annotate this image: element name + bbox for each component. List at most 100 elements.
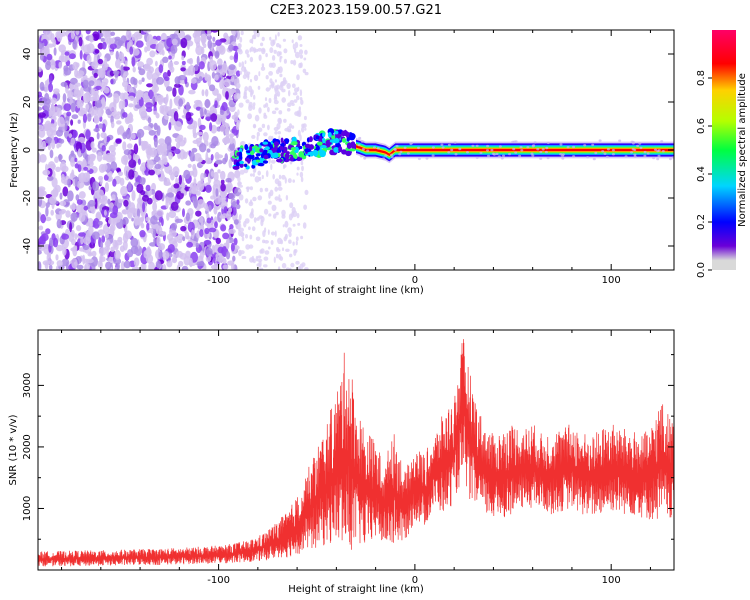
noise-speckle-faint <box>269 84 272 90</box>
noise-speckle-faint <box>237 176 241 183</box>
noise-speckle-faint <box>297 222 301 226</box>
noise-speckle <box>142 194 149 202</box>
noise-speckle <box>150 38 158 45</box>
noise-speckle <box>214 160 223 165</box>
signal-blob <box>335 142 341 148</box>
noise-speckle <box>162 250 170 260</box>
noise-speckle <box>50 103 56 115</box>
noise-speckle <box>195 242 200 248</box>
noise-speckle <box>175 177 179 185</box>
signal-blob <box>320 145 327 149</box>
noise-speckle <box>155 169 161 176</box>
noise-speckle <box>146 159 154 170</box>
noise-speckle <box>69 222 73 233</box>
ridge-halo <box>479 151 483 155</box>
noise-speckle-faint <box>248 101 253 108</box>
noise-speckle-faint <box>264 250 270 255</box>
colorbar-tick-label: 0.4 <box>696 166 707 182</box>
ridge-halo <box>533 141 537 144</box>
ridge-halo <box>519 146 523 149</box>
noise-speckle <box>77 148 81 158</box>
noise-speckle-faint <box>267 200 272 205</box>
noise-speckle <box>228 207 233 213</box>
noise-speckle <box>196 261 205 267</box>
noise-speckle <box>133 215 141 226</box>
noise-speckle-faint <box>281 88 286 93</box>
noise-speckle <box>70 30 75 40</box>
noise-speckle <box>114 36 121 41</box>
noise-speckle <box>198 76 203 82</box>
noise-speckle <box>161 231 167 236</box>
noise-speckle <box>58 153 62 162</box>
noise-speckle <box>205 89 209 97</box>
noise-speckle <box>229 142 235 151</box>
noise-speckle <box>123 154 128 163</box>
ridge-halo <box>532 144 536 147</box>
ridge-halo <box>654 148 657 151</box>
x-tick-label: 100 <box>602 275 621 286</box>
noise-speckle-faint <box>274 34 277 41</box>
noise-speckle <box>64 51 70 56</box>
noise-speckle <box>161 217 164 227</box>
noise-speckle <box>208 227 217 233</box>
ridge-halo <box>656 157 660 161</box>
noise-speckle <box>162 264 167 270</box>
noise-speckle <box>69 204 78 210</box>
noise-speckle <box>138 136 142 147</box>
noise-speckle-faint <box>281 247 285 251</box>
ridge-halo <box>591 143 595 147</box>
noise-speckle-faint <box>300 176 304 183</box>
noise-speckle <box>236 199 240 205</box>
noise-speckle <box>110 78 114 85</box>
noise-speckle-faint <box>254 176 260 183</box>
noise-speckle-faint <box>303 204 307 210</box>
noise-speckle <box>91 31 100 41</box>
noise-speckle <box>140 110 148 121</box>
noise-speckle <box>86 172 91 180</box>
ridge-halo <box>618 139 622 142</box>
spectrogram-frame <box>37 29 675 271</box>
noise-speckle <box>212 36 216 42</box>
noise-speckle <box>107 198 111 205</box>
noise-speckle-faint <box>252 34 256 40</box>
noise-speckle <box>165 93 169 103</box>
noise-speckle <box>226 210 232 221</box>
signal-blob <box>259 148 264 153</box>
noise-speckle <box>41 97 47 104</box>
noise-speckle-faint <box>293 47 297 54</box>
noise-speckle-faint <box>297 86 300 92</box>
noise-speckle-faint <box>294 51 300 59</box>
noise-speckle <box>204 227 210 235</box>
noise-speckle-faint <box>283 164 287 168</box>
noise-speckle-faint <box>289 267 292 270</box>
noise-speckle <box>213 206 218 215</box>
noise-speckle-faint <box>271 204 277 212</box>
ridge-halo <box>454 153 458 156</box>
ridge-halo <box>447 151 451 154</box>
spectrogram-ticks: -100 0 100 -40 -20 0 20 40 <box>22 30 674 286</box>
noise-speckle <box>111 194 116 201</box>
signal-blob <box>316 141 323 146</box>
noise-speckle <box>137 158 141 165</box>
noise-speckle <box>181 55 185 61</box>
ridge-halo <box>539 157 543 160</box>
noise-speckle <box>215 188 219 197</box>
noise-speckle <box>78 191 86 199</box>
noise-speckle <box>199 229 204 238</box>
noise-speckle <box>187 42 190 50</box>
noise-speckle <box>158 243 166 251</box>
noise-speckle <box>198 61 205 70</box>
noise-speckle-faint <box>261 174 264 180</box>
noise-speckle <box>226 182 233 192</box>
noise-speckle <box>194 64 199 72</box>
noise-speckle <box>215 154 224 159</box>
noise-speckle <box>92 231 100 240</box>
noise-speckle <box>228 228 236 234</box>
noise-speckle <box>229 55 234 61</box>
noise-speckle <box>178 174 182 185</box>
ridge-halo <box>638 142 642 145</box>
noise-speckle <box>131 56 136 67</box>
noise-speckle <box>109 43 117 50</box>
noise-speckle-faint <box>253 217 257 223</box>
signal-blob <box>349 133 356 140</box>
